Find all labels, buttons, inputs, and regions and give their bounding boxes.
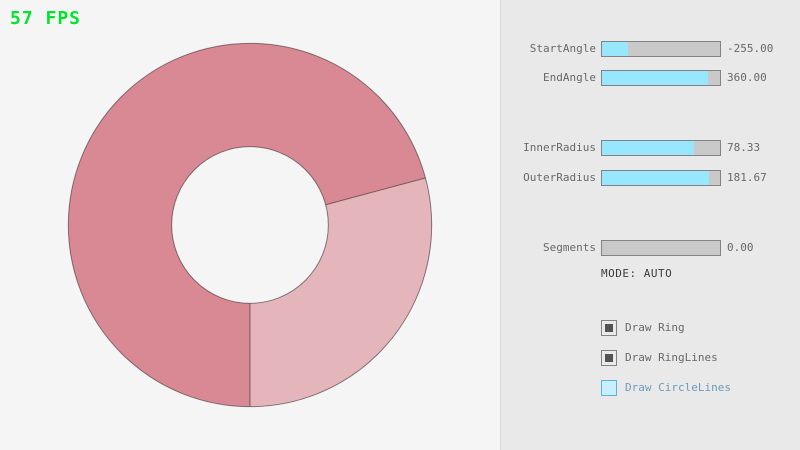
checkmark — [605, 324, 613, 332]
ring-radial-line-1 — [325, 177, 426, 206]
draw-ring-label: Draw Ring — [625, 321, 685, 334]
startangle-row: StartAngle -255.00 — [501, 41, 800, 57]
innerradius-value: 78.33 — [727, 141, 761, 154]
startangle-slider-fill — [602, 42, 628, 56]
draw-ringlines-checkbox[interactable] — [601, 350, 617, 366]
innerradius-label: InnerRadius — [523, 141, 596, 154]
endangle-row: EndAngle 360.00 — [501, 70, 800, 86]
endangle-slider[interactable] — [601, 70, 721, 86]
ring-outer-outline — [67, 42, 433, 408]
outerradius-row: OuterRadius 181.67 — [501, 170, 800, 186]
startangle-value: -255.00 — [727, 42, 774, 55]
segments-slider[interactable] — [601, 240, 721, 256]
draw-circlelines-label: Draw CircleLines — [625, 381, 731, 394]
startangle-label: StartAngle — [529, 42, 596, 55]
segments-value: 0.00 — [727, 241, 754, 254]
endangle-label: EndAngle — [543, 71, 596, 84]
fps-counter: 57 FPS — [10, 8, 82, 29]
innerradius-slider[interactable] — [601, 140, 721, 156]
draw-ringlines-label: Draw RingLines — [625, 351, 718, 364]
draw-ringlines-row: Draw RingLines — [601, 350, 800, 366]
innerradius-slider-fill — [602, 141, 695, 155]
outerradius-slider-fill — [602, 171, 710, 185]
segments-label: Segments — [543, 241, 596, 254]
segments-mode-text: MODE: AUTO — [601, 267, 673, 280]
segments-row: Segments 0.00 — [501, 240, 800, 256]
checkmark — [605, 354, 613, 362]
ring-hole — [171, 146, 329, 304]
draw-circlelines-checkbox[interactable] — [601, 380, 617, 396]
draw-ring-row: Draw Ring — [601, 320, 800, 336]
innerradius-row: InnerRadius 78.33 — [501, 140, 800, 156]
startangle-slider[interactable] — [601, 41, 721, 57]
endangle-value: 360.00 — [727, 71, 767, 84]
outerradius-value: 181.67 — [727, 171, 767, 184]
outerradius-label: OuterRadius — [523, 171, 596, 184]
outerradius-slider[interactable] — [601, 170, 721, 186]
controls-panel: StartAngle -255.00 EndAngle 360.00 Inner… — [500, 0, 800, 450]
ring-inner-outline — [171, 146, 329, 304]
endangle-slider-fill — [602, 71, 709, 85]
draw-ring-checkbox[interactable] — [601, 320, 617, 336]
draw-circlelines-row: Draw CircleLines — [601, 380, 800, 396]
